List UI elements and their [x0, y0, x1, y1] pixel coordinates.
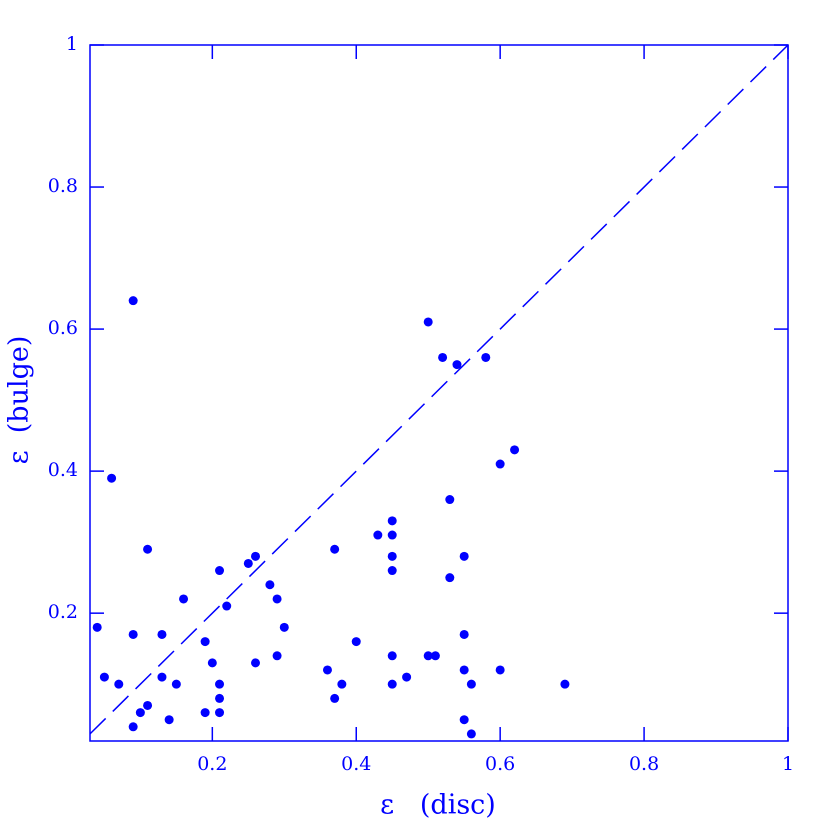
data-point — [402, 672, 412, 682]
one-to-one-line — [89, 44, 789, 735]
data-point — [423, 651, 433, 661]
data-point — [215, 679, 225, 689]
data-point — [265, 580, 275, 590]
data-point — [430, 651, 440, 661]
data-point — [107, 473, 117, 483]
data-point — [330, 693, 340, 703]
x-tick-label: 0.2 — [197, 753, 227, 775]
x-tick-label: 0.4 — [341, 753, 371, 775]
data-point — [337, 679, 347, 689]
data-point — [128, 722, 138, 732]
data-point — [251, 658, 261, 668]
data-point — [459, 629, 469, 639]
data-point — [179, 594, 189, 604]
data-point — [445, 495, 455, 505]
data-point — [466, 679, 476, 689]
data-point — [128, 296, 138, 306]
data-point — [459, 715, 469, 725]
data-point — [200, 708, 210, 718]
data-point — [387, 651, 397, 661]
data-point — [495, 665, 505, 675]
data-point — [251, 551, 261, 561]
data-point — [99, 672, 109, 682]
x-tick-label: 0.8 — [629, 753, 659, 775]
data-point — [135, 708, 145, 718]
data-point — [459, 665, 469, 675]
data-point — [222, 601, 232, 611]
data-point — [157, 672, 167, 682]
data-point — [373, 530, 383, 540]
x-tick-label: 1 — [782, 753, 794, 775]
data-point — [114, 679, 124, 689]
data-point — [560, 679, 570, 689]
data-point — [387, 679, 397, 689]
data-point — [423, 317, 433, 327]
data-point — [445, 573, 455, 583]
data-point — [459, 551, 469, 561]
data-point — [351, 637, 361, 647]
data-point — [215, 708, 225, 718]
y-tick-label: 0.6 — [48, 317, 78, 339]
y-axis-title: ε (bulge) — [4, 336, 35, 465]
data-point — [481, 352, 491, 362]
data-point — [387, 566, 397, 576]
data-point — [215, 693, 225, 703]
data-point — [438, 352, 448, 362]
data-point — [495, 459, 505, 469]
data-point — [200, 637, 210, 647]
plot-frame — [89, 44, 789, 742]
data-point — [272, 594, 282, 604]
data-point — [215, 566, 225, 576]
y-tick-label: 0.8 — [48, 175, 78, 197]
data-point — [171, 679, 181, 689]
x-tick-label: 0.6 — [485, 753, 515, 775]
y-tick-label: 0.4 — [48, 459, 78, 481]
y-tick-label: 0.2 — [48, 601, 78, 623]
data-point — [272, 651, 282, 661]
data-point — [207, 658, 217, 668]
data-point — [143, 700, 153, 710]
data-point — [92, 622, 102, 632]
data-point — [387, 516, 397, 526]
data-point — [143, 544, 153, 554]
data-point — [157, 629, 167, 639]
data-point — [452, 360, 462, 370]
data-point — [322, 665, 332, 675]
data-point — [128, 629, 138, 639]
data-point — [243, 558, 253, 568]
x-axis-title: ε (disc) — [380, 790, 496, 821]
y-tick-label: 1 — [66, 33, 78, 55]
data-point — [510, 445, 520, 455]
data-point — [387, 551, 397, 561]
data-point — [164, 715, 174, 725]
data-point — [387, 530, 397, 540]
data-point — [279, 622, 289, 632]
data-point — [330, 544, 340, 554]
data-point — [466, 729, 476, 739]
